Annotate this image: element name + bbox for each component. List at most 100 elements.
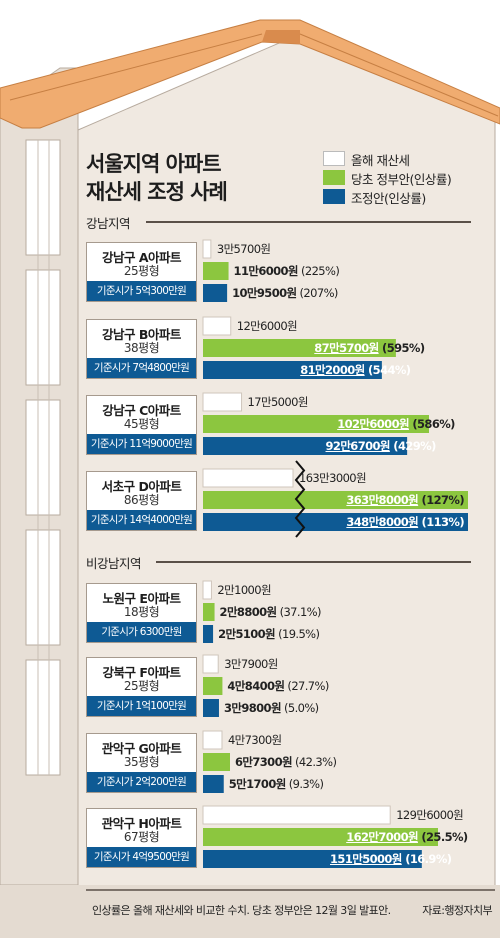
value-label-adjusted: 81만2000원 (544%): [300, 362, 411, 378]
value-rate: (586%): [408, 417, 455, 431]
value-rate: (42.3%): [291, 755, 337, 769]
apartment-base-price: 기준시가 6300만원: [87, 622, 196, 642]
value-rate: (595%): [378, 341, 425, 355]
chart-bars-layer: [202, 239, 468, 868]
value-amount: 4만7300원: [227, 733, 282, 747]
value-label-original: 87만5700원 (595%): [314, 340, 425, 356]
tower-window-4: [25, 529, 61, 646]
value-amount: 11만6000원: [233, 264, 299, 278]
value-label-adjusted: 10만9500원 (207%): [232, 285, 338, 301]
section-label-gangnam: 강남지역: [86, 216, 131, 231]
bar-adjusted: [203, 699, 219, 717]
value-amount: 6만7300원: [235, 755, 293, 769]
footer: 인상률은 올해 재산세와 비교한 수치. 당초 정부안은 12월 3일 발표안.…: [92, 902, 493, 918]
bar-adjusted: [203, 625, 214, 643]
legend-label-current: 올해 재산세: [351, 153, 410, 168]
section-divider-gangnam: [146, 221, 471, 223]
bar-original: [203, 603, 215, 621]
tower-window-3: [25, 399, 61, 516]
bar-original: [203, 339, 396, 357]
apartment-base-price: 기준시가 14억4000만원: [87, 510, 196, 530]
value-amount: 92만6700원: [325, 439, 391, 453]
value-label-current: 4만7300원: [228, 732, 282, 748]
apartment-name: 관악구 H아파트: [101, 816, 182, 831]
section-divider-non-gangnam: [156, 561, 471, 563]
value-amount: 2만5100원: [218, 627, 276, 641]
apartment-card: 노원구 E아파트 18평형 기준시가 6300만원: [86, 583, 197, 643]
legend-item-original: 당초 정부안(인상률): [323, 169, 493, 187]
bar-original: [203, 415, 429, 433]
bar-current: [202, 730, 223, 750]
legend-item-current: 올해 재산세: [323, 150, 493, 168]
value-amount: 2만8800원: [219, 605, 278, 619]
apartment-card: 관악구 H아파트 67평형 기준시가 4억9500만원: [86, 808, 197, 868]
value-label-original: 6만7300원 (42.3%): [235, 754, 337, 770]
apartment-card: 강남구 B아파트 38평형 기준시가 7억4800만원: [86, 319, 197, 379]
value-label-current: 3만5700원: [217, 241, 271, 257]
value-rate: (207%): [296, 286, 339, 300]
section-label-non-gangnam: 비강남지역: [86, 556, 142, 571]
value-amount: 87만5700원: [314, 341, 379, 355]
chart-title-line-1: 서울지역 아파트: [86, 152, 222, 176]
value-label-current: 17만5000원: [248, 394, 309, 410]
value-label-adjusted: 151만5000원 (16.9%): [330, 851, 452, 867]
apartment-size: 45평형: [123, 417, 160, 431]
apartment-size: 25평형: [123, 679, 160, 693]
bar-original: [203, 262, 229, 280]
value-rate: (37.1%): [276, 605, 322, 619]
apartment-size: 18평형: [123, 605, 160, 619]
legend-swatch-current: [323, 151, 345, 166]
value-label-original: 162만7000원 (25.5%): [346, 829, 468, 845]
value-amount: 163만3000원: [299, 471, 367, 485]
apartment-name: 강북구 F아파트: [102, 665, 181, 680]
value-rate: (429%): [389, 439, 436, 453]
value-label-adjusted: 92만6700원 (429%): [325, 438, 437, 454]
footer-source: 자료:행정자치부: [422, 904, 492, 917]
value-label-adjusted: 348만8000원 (113%): [203, 514, 464, 530]
bar-adjusted: [203, 513, 468, 531]
value-label-current: 12만6000원: [236, 318, 298, 334]
apartment-name: 관악구 G아파트: [101, 741, 182, 756]
apartment-size: 35평형: [123, 755, 160, 769]
value-amount: 151만5000원: [330, 852, 402, 866]
apartment-size: 86평형: [123, 493, 160, 507]
value-amount: 348만8000원: [346, 515, 419, 529]
value-label-current: 129만6000원: [396, 807, 464, 823]
value-label-original: 102만6000원 (586%): [337, 416, 455, 432]
apartment-name: 서초구 D아파트: [101, 479, 182, 494]
bar-original: [203, 677, 223, 695]
value-label-original: 11만6000원 (225%): [234, 263, 340, 279]
apartment-card: 강남구 A아파트 25평형 기준시가 5억300만원: [86, 242, 197, 302]
value-rate: (25.5%): [417, 830, 468, 844]
bar-current: [202, 239, 212, 259]
value-rate: (5.0%): [280, 701, 319, 715]
value-amount: 2만1000원: [217, 583, 271, 597]
value-amount: 363만8000원: [346, 493, 419, 507]
bar-original: [203, 828, 438, 846]
apartment-card: 강남구 C아파트 45평형 기준시가 11억9000만원: [86, 395, 197, 455]
apartment-base-price: 기준시가 7억4800만원: [87, 358, 196, 378]
value-label-current: 163만3000원: [299, 470, 367, 486]
value-label-original: 4만8400원 (27.7%): [227, 678, 329, 694]
value-rate: (113%): [418, 515, 465, 529]
bar-adjusted: [203, 850, 422, 868]
legend-label-original: 당초 정부안(인상률): [351, 172, 452, 187]
apartment-base-price: 기준시가 1억100만원: [87, 696, 196, 716]
value-amount: 3만7900원: [224, 657, 278, 671]
value-amount: 129만6000원: [396, 808, 464, 822]
apartment-name: 강남구 A아파트: [101, 250, 182, 265]
apartment-size: 25평형: [123, 264, 160, 278]
value-rate: (27.7%): [284, 679, 329, 693]
value-label-adjusted: 5만1700원 (9.3%): [229, 776, 324, 792]
bar-current: [202, 580, 212, 600]
apartment-base-price: 기준시가 4억9500만원: [87, 847, 196, 867]
building-base: [0, 885, 500, 938]
value-label-adjusted: 3만9800원 (5.0%): [224, 700, 319, 716]
bar-adjusted: [203, 775, 224, 793]
bar-current: [202, 468, 294, 488]
value-amount: 4만8400원: [227, 679, 285, 693]
value-amount: 12만6000원: [236, 319, 298, 333]
chart-title: 서울지역 아파트 재산세 조정 사례: [86, 150, 228, 206]
